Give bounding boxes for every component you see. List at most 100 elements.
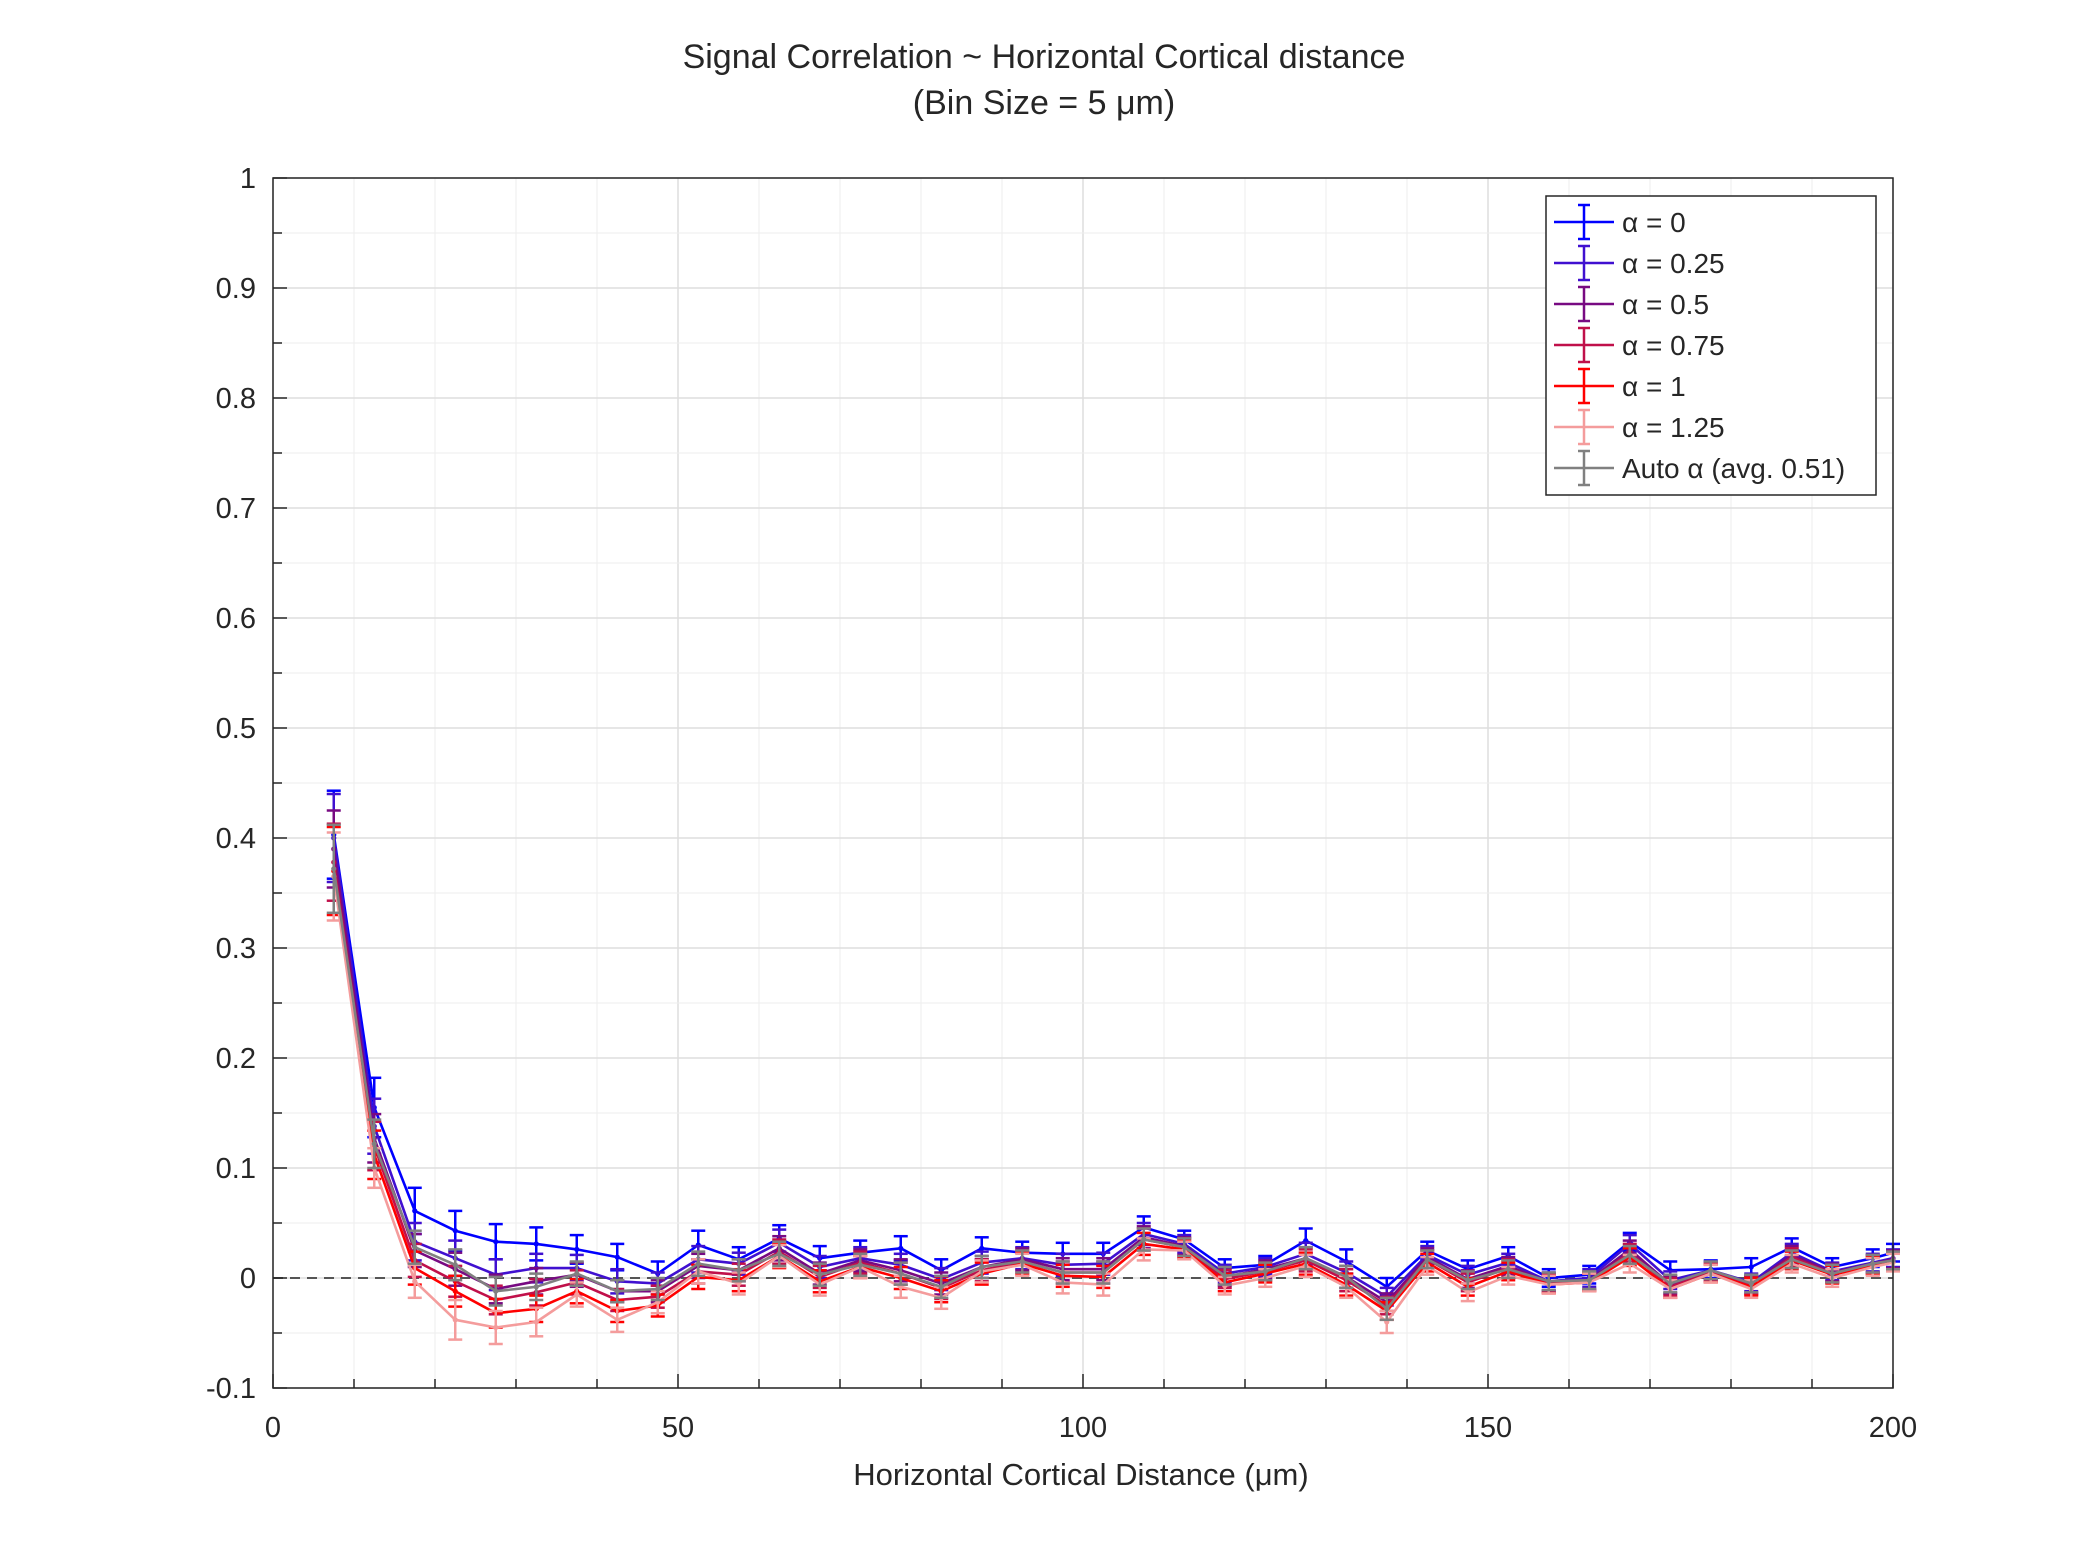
data-point bbox=[817, 1272, 823, 1278]
data-point bbox=[898, 1271, 904, 1277]
data-point bbox=[1424, 1256, 1430, 1262]
data-point bbox=[1303, 1255, 1309, 1261]
legend-entry: α = 0.25 bbox=[1554, 244, 1725, 282]
x-tick-label: 150 bbox=[1464, 1412, 1512, 1444]
data-point bbox=[331, 866, 337, 872]
legend-entry: α = 0.75 bbox=[1554, 326, 1725, 364]
data-point bbox=[412, 1278, 418, 1284]
data-point bbox=[452, 1228, 458, 1234]
data-point bbox=[695, 1261, 701, 1267]
data-point bbox=[1505, 1266, 1511, 1272]
y-tick-label: 0 bbox=[240, 1263, 256, 1295]
data-point bbox=[736, 1267, 742, 1273]
legend-entry: α = 1 bbox=[1554, 367, 1686, 405]
data-point bbox=[1100, 1269, 1106, 1276]
y-tick-label: 0.3 bbox=[216, 933, 256, 965]
data-point bbox=[1060, 1269, 1066, 1276]
y-tick-label: 0.8 bbox=[216, 383, 256, 415]
data-point bbox=[1789, 1256, 1795, 1262]
data-point bbox=[1829, 1271, 1835, 1277]
legend-error-bar bbox=[1578, 244, 1590, 282]
data-point bbox=[1465, 1289, 1471, 1295]
data-point bbox=[574, 1246, 580, 1252]
data-point bbox=[898, 1245, 904, 1251]
series-6 bbox=[326, 823, 1900, 1322]
x-tick-label: 50 bbox=[662, 1412, 694, 1444]
tick-labels: 0 50 100 150 200 -0.1 0 0.1 0.2 0.3 0.4 0.5 0.6 0.7 0.… bbox=[206, 163, 1917, 1444]
axes bbox=[272, 177, 1894, 1389]
legend-label: Auto α (avg. 0.51) bbox=[1622, 453, 1845, 484]
legend-label: α = 0.5 bbox=[1622, 289, 1709, 320]
legend-error-bar bbox=[1578, 408, 1590, 446]
x-tick-label: 200 bbox=[1869, 1412, 1917, 1444]
y-tick-label: -0.1 bbox=[206, 1373, 256, 1405]
data-point bbox=[979, 1264, 985, 1270]
data-point bbox=[533, 1284, 539, 1290]
y-tick-label: 0.9 bbox=[216, 273, 256, 305]
legend-label: α = 1.25 bbox=[1622, 412, 1725, 443]
data-point bbox=[493, 1324, 499, 1331]
legend: α = 0 α = 0.25 α = 0.5 α = 0.75 α = 1 α = 1.2… bbox=[1545, 195, 1877, 496]
data-point bbox=[1262, 1268, 1268, 1274]
series-line bbox=[332, 834, 1894, 1289]
legend-entry: α = 0.5 bbox=[1554, 285, 1709, 323]
series-group bbox=[326, 789, 1900, 1346]
x-axis-label: Horizontal Cortical Distance (μm) bbox=[853, 1457, 1308, 1492]
series-line bbox=[332, 837, 1894, 1298]
data-point bbox=[614, 1288, 620, 1294]
series-line bbox=[332, 876, 1894, 1329]
y-tick-label: 0.4 bbox=[216, 823, 256, 855]
data-point bbox=[1627, 1252, 1633, 1258]
data-point bbox=[1546, 1278, 1552, 1284]
y-tick-label: 0.6 bbox=[216, 603, 256, 635]
y-tick-label: 0.7 bbox=[216, 493, 256, 525]
data-point bbox=[1870, 1261, 1876, 1267]
legend-error-bar bbox=[1578, 367, 1590, 405]
data-point bbox=[1222, 1273, 1228, 1279]
data-point bbox=[493, 1239, 499, 1245]
legend-entry: α = 0 bbox=[1554, 203, 1686, 241]
legend-error-bar bbox=[1578, 285, 1590, 323]
y-tick-label: 0.1 bbox=[216, 1153, 256, 1185]
data-point bbox=[1343, 1274, 1349, 1280]
legend-error-bar bbox=[1578, 449, 1590, 487]
data-point bbox=[412, 1244, 418, 1250]
data-point bbox=[1586, 1277, 1592, 1283]
legend-entry: Auto α (avg. 0.51) bbox=[1554, 449, 1845, 487]
data-point bbox=[1748, 1264, 1754, 1270]
data-point bbox=[979, 1245, 985, 1251]
data-point bbox=[452, 1262, 458, 1268]
chart-title: Signal Correlation ~ Horizontal Cortical… bbox=[683, 38, 1406, 76]
legend-entry: α = 1.25 bbox=[1554, 408, 1725, 446]
data-point bbox=[614, 1254, 620, 1260]
data-point bbox=[1667, 1280, 1673, 1287]
data-point bbox=[655, 1286, 661, 1292]
data-point bbox=[1708, 1267, 1714, 1273]
x-tick-label: 100 bbox=[1059, 1412, 1107, 1444]
series-line bbox=[332, 870, 1894, 1315]
data-point bbox=[574, 1291, 580, 1298]
series-line bbox=[332, 868, 1894, 1311]
data-point bbox=[938, 1284, 944, 1290]
data-point bbox=[1384, 1306, 1390, 1312]
data-point bbox=[452, 1288, 458, 1294]
legend-error-bar bbox=[1578, 326, 1590, 364]
chart-subtitle: (Bin Size = 5 μm) bbox=[913, 84, 1175, 122]
y-tick-label: 1 bbox=[240, 163, 256, 195]
y-tick-label: 0.5 bbox=[216, 713, 256, 745]
legend-label: α = 0.75 bbox=[1622, 330, 1725, 361]
data-point bbox=[614, 1317, 620, 1323]
legend-label: α = 1 bbox=[1622, 371, 1686, 402]
data-point bbox=[1748, 1280, 1754, 1287]
data-point bbox=[857, 1262, 863, 1268]
data-point bbox=[574, 1271, 580, 1277]
data-point bbox=[412, 1208, 418, 1214]
data-point bbox=[1181, 1244, 1187, 1250]
data-point bbox=[1019, 1258, 1025, 1265]
data-point bbox=[533, 1319, 539, 1325]
data-point bbox=[452, 1317, 458, 1323]
data-point bbox=[371, 1141, 377, 1147]
y-tick-label: 0.2 bbox=[216, 1043, 256, 1075]
legend-error-bar bbox=[1578, 203, 1590, 241]
